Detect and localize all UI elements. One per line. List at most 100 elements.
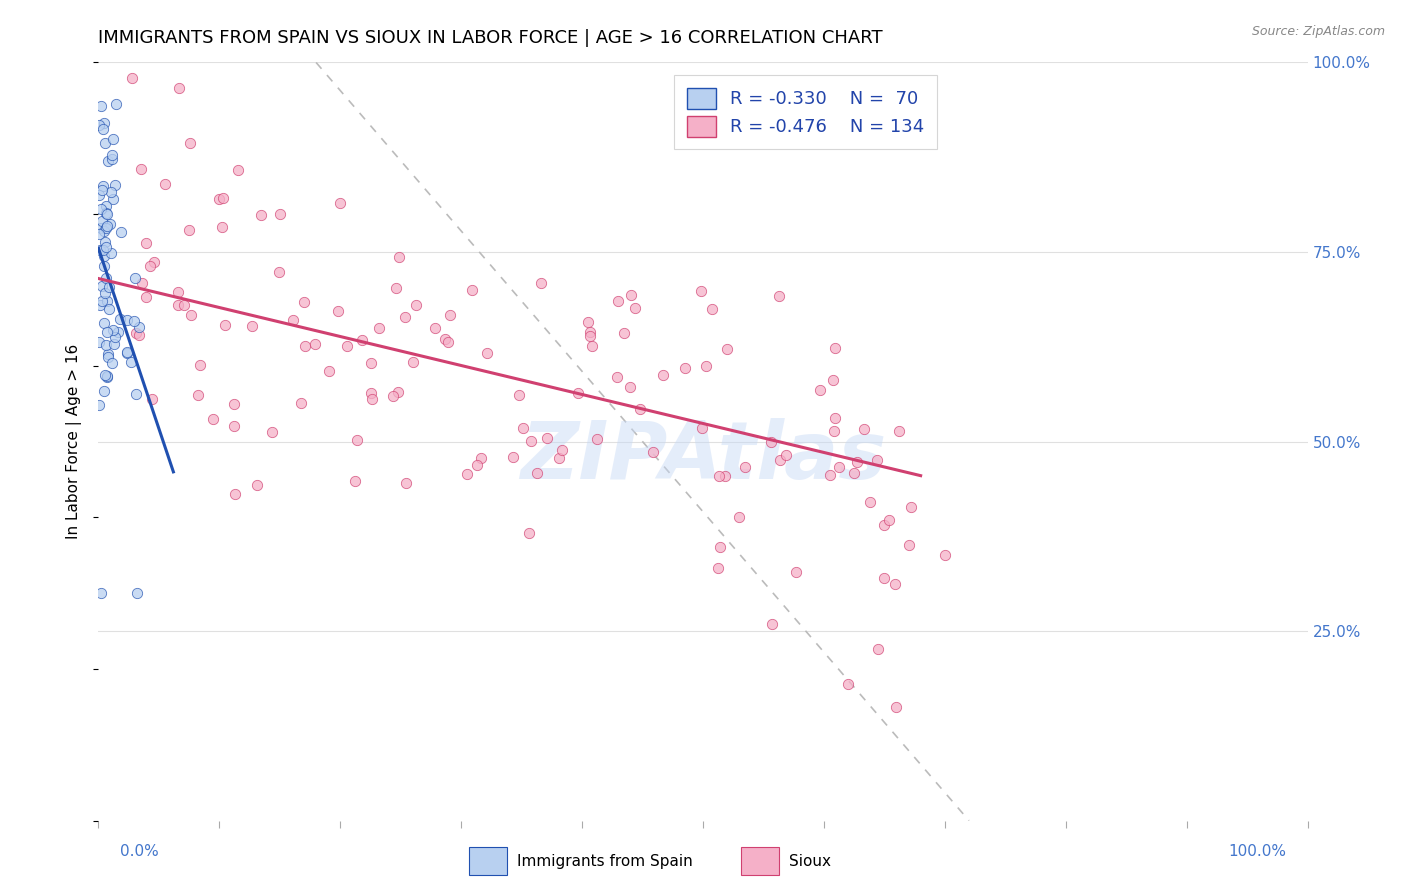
Point (97, 153, 120, 168)
Point (579, 325, 602, 339)
Point (734, 460, 756, 475)
Point (336, 339, 359, 353)
Point (90, 202, 112, 216)
Point (120, 354, 142, 368)
Point (886, 699, 908, 714)
Point (212, 191, 235, 205)
Point (529, 276, 551, 290)
Point (101, 356, 124, 370)
Point (131, 276, 153, 290)
Point (93, 259, 115, 273)
Point (709, 469, 731, 483)
Point (361, 392, 384, 406)
Y-axis label: In Labor Force | Age > 16: In Labor Force | Age > 16 (66, 344, 83, 539)
Point (578, 314, 600, 328)
Point (346, 433, 368, 447)
Point (96, 271, 118, 285)
Point (101, 132, 124, 146)
Text: Source: ZipAtlas.com: Source: ZipAtlas.com (1251, 25, 1385, 38)
FancyBboxPatch shape (741, 847, 779, 875)
Point (89, 118, 111, 132)
Point (465, 458, 488, 472)
Point (827, 459, 849, 474)
Point (343, 474, 366, 488)
Point (167, 285, 190, 299)
Point (283, 313, 305, 327)
Point (94, 368, 117, 383)
Point (619, 380, 641, 394)
Point (620, 288, 643, 302)
Point (94, 239, 117, 253)
Point (859, 495, 882, 509)
Point (716, 342, 738, 356)
Point (90, 214, 112, 228)
Point (887, 424, 910, 438)
Point (824, 410, 846, 425)
Point (90, 183, 112, 197)
Point (87, 227, 110, 241)
Point (768, 288, 790, 302)
Point (761, 616, 783, 631)
Point (101, 152, 124, 166)
Point (94, 286, 117, 301)
Point (87, 187, 110, 202)
Point (690, 284, 713, 298)
Point (352, 333, 374, 347)
Point (98, 217, 121, 231)
Point (226, 163, 249, 178)
Legend: R = -0.330    N =  70, R = -0.476    N = 134: R = -0.330 N = 70, R = -0.476 N = 134 (675, 75, 938, 150)
Point (141, 392, 163, 406)
Point (91, 243, 114, 257)
Point (128, 328, 150, 343)
Point (129, 161, 152, 176)
Point (167, 298, 190, 312)
Point (90, 98, 112, 112)
Point (367, 321, 389, 335)
Point (866, 453, 889, 467)
Point (439, 308, 461, 322)
Point (214, 318, 236, 332)
Point (139, 259, 162, 273)
Text: 100.0%: 100.0% (1229, 845, 1286, 859)
Point (759, 435, 782, 450)
Point (385, 281, 408, 295)
Point (128, 319, 150, 334)
Point (167, 80, 190, 95)
Point (551, 443, 574, 458)
Point (387, 385, 409, 400)
Point (641, 444, 664, 458)
Point (900, 500, 922, 515)
Point (401, 355, 423, 369)
Point (846, 455, 869, 469)
Point (868, 641, 890, 656)
Point (98, 280, 121, 294)
Point (318, 364, 340, 378)
Text: 0.0%: 0.0% (120, 845, 159, 859)
Point (110, 311, 132, 326)
Point (101, 147, 124, 161)
Point (142, 254, 165, 268)
Point (502, 450, 524, 465)
Point (93, 384, 115, 398)
Point (91, 122, 114, 136)
Point (90, 221, 112, 235)
Point (93, 249, 115, 263)
Point (606, 369, 628, 384)
Point (728, 509, 751, 524)
Point (294, 339, 316, 353)
Point (512, 421, 534, 435)
Point (127, 586, 149, 600)
Text: IMMIGRANTS FROM SPAIN VS SIOUX IN LABOR FORCE | AGE > 16 CORRELATION CHART: IMMIGRANTS FROM SPAIN VS SIOUX IN LABOR … (98, 29, 883, 47)
Point (94, 221, 117, 235)
Point (470, 450, 492, 465)
Point (179, 136, 201, 150)
Point (104, 330, 127, 344)
Point (526, 466, 548, 480)
Point (612, 326, 634, 340)
Point (90, 586, 112, 600)
Point (456, 467, 478, 481)
Point (709, 540, 731, 554)
Point (837, 677, 859, 691)
Point (628, 402, 651, 417)
Point (547, 450, 569, 465)
